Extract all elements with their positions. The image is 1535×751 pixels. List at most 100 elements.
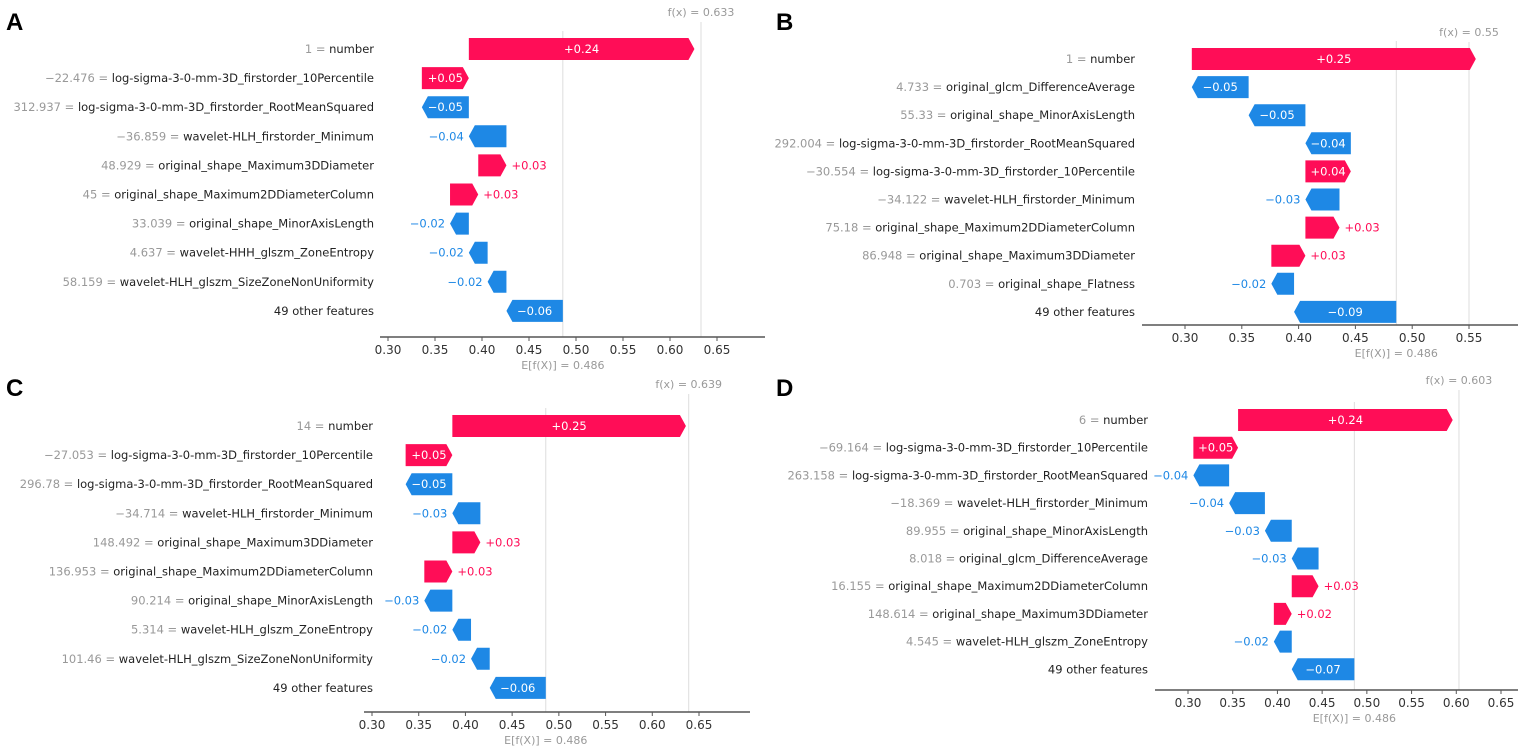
feature-value: 16.155 = (831, 579, 888, 593)
feature-name: original_shape_Flatness (998, 277, 1135, 291)
feature-value: 90.214 = (131, 594, 188, 608)
bar-negative (1305, 188, 1340, 211)
feature-label: 8.018 = original_glcm_DifferenceAverage (909, 552, 1148, 566)
x-tick-label: 0.40 (469, 343, 496, 357)
x-tick-label: 0.45 (499, 718, 526, 732)
bar-value-label: +0.03 (511, 158, 546, 172)
feature-name: 49 other features (1048, 662, 1148, 676)
bar-value-label: −0.06 (517, 304, 552, 318)
feature-label: −69.164 = log-sigma-3-0-mm-3D_firstorder… (819, 441, 1148, 455)
bar-negative (506, 299, 563, 322)
bar-value-label: +0.24 (564, 42, 599, 56)
feature-label: 4.637 = wavelet-HHH_glszm_ZoneEntropy (130, 246, 374, 260)
feature-value: 1 = (1066, 52, 1090, 66)
feature-value: −22.476 = (45, 71, 112, 85)
bar-value-label: +0.04 (1311, 164, 1346, 178)
x-tick-label: 0.30 (359, 718, 386, 732)
bar-positive (1273, 602, 1292, 625)
feature-value: 292.004 = (774, 136, 839, 150)
bar-positive (1193, 436, 1239, 459)
feature-label: 49 other features (273, 681, 373, 695)
feature-name: original_glcm_DifferenceAverage (946, 80, 1135, 94)
bar-value-label: +0.03 (485, 535, 520, 549)
feature-label: −22.476 = log-sigma-3-0-mm-3D_firstorder… (45, 71, 374, 85)
bar-negative (468, 241, 488, 264)
feature-name: original_shape_Maximum2DDiameterColumn (114, 188, 374, 202)
feature-value: 136.953 = (49, 565, 114, 579)
feature-value: 4.733 = (896, 80, 946, 94)
x-tick-label: 0.55 (592, 718, 619, 732)
bar-positive (424, 560, 453, 583)
feature-label: 0.703 = original_shape_Flatness (948, 277, 1135, 291)
feature-name: wavelet-HLH_glszm_SizeZoneNonUniformity (119, 652, 373, 666)
bar-negative (1271, 272, 1295, 295)
bar-value-label: −0.02 (1231, 277, 1266, 291)
bar-negative (1191, 76, 1249, 99)
bar-positive (478, 154, 507, 177)
feature-name: number (1103, 413, 1148, 427)
fx-label: f(x) = 0.55 (1439, 26, 1499, 39)
feature-name: original_shape_MinorAxisLength (188, 594, 373, 608)
bar-value-label: −0.04 (1153, 468, 1188, 482)
feature-value: −18.369 = (890, 496, 957, 510)
feature-label: 33.039 = original_shape_MinorAxisLength (132, 217, 374, 231)
feature-value: 33.039 = (132, 217, 189, 231)
feature-value: 1 = (305, 42, 329, 56)
x-tick-label: 0.60 (657, 343, 684, 357)
x-tick-label: 0.40 (452, 718, 479, 732)
feature-label: 1 = number (1066, 52, 1135, 66)
x-tick-label: 0.50 (545, 718, 572, 732)
expected-value-label: E[f(X)] = 0.486 (504, 734, 587, 747)
bar-value-label: +0.25 (1316, 52, 1351, 66)
panel-letter: A (6, 9, 23, 36)
bar-value-label: −0.02 (410, 217, 445, 231)
x-tick-label: 0.30 (375, 343, 402, 357)
bar-value-label: −0.05 (1259, 108, 1294, 122)
fx-label: f(x) = 0.603 (1426, 374, 1493, 387)
x-tick-label: 0.45 (516, 343, 543, 357)
feature-label: −34.714 = wavelet-HLH_firstorder_Minimum (115, 506, 373, 520)
feature-name: log-sigma-3-0-mm-3D_firstorder_10Percent… (112, 71, 374, 85)
feature-label: 312.937 = log-sigma-3-0-mm-3D_firstorder… (13, 100, 374, 114)
feature-name: wavelet-HLH_firstorder_Minimum (957, 496, 1148, 510)
feature-value: 148.492 = (93, 535, 158, 549)
bar-value-label: −0.06 (500, 681, 535, 695)
expected-value-label: E[f(X)] = 0.486 (1355, 347, 1438, 360)
feature-value: −36.859 = (116, 129, 183, 143)
feature-value: 55.33 = (900, 108, 950, 122)
feature-value: −34.714 = (115, 506, 182, 520)
feature-name: number (329, 42, 374, 56)
bar-negative (421, 96, 469, 119)
bar-positive (450, 183, 479, 206)
feature-label: 89.955 = original_shape_MinorAxisLength (906, 524, 1148, 538)
x-tick-label: 0.65 (686, 718, 713, 732)
bar-negative (1291, 658, 1355, 681)
x-tick-label: 0.55 (1398, 696, 1425, 710)
feature-name: original_shape_Maximum3DDiameter (158, 158, 374, 172)
feature-name: wavelet-HLH_firstorder_Minimum (182, 506, 373, 520)
feature-name: log-sigma-3-0-mm-3D_firstorder_10Percent… (111, 448, 373, 462)
feature-name: wavelet-HLH_glszm_ZoneEntropy (181, 623, 373, 637)
feature-name: original_shape_Maximum3DDiameter (932, 607, 1148, 621)
bar-negative (1305, 132, 1351, 155)
feature-value: 5.314 = (131, 623, 181, 637)
feature-label: −27.053 = log-sigma-3-0-mm-3D_firstorder… (44, 448, 373, 462)
x-tick-label: 0.40 (1285, 331, 1312, 345)
bar-value-label: −0.02 (1234, 635, 1269, 649)
x-tick-label: 0.50 (1353, 696, 1380, 710)
expected-value-label: E[f(X)] = 0.486 (1313, 712, 1396, 725)
x-tick-label: 0.35 (405, 718, 432, 732)
feature-label: −30.554 = log-sigma-3-0-mm-3D_firstorder… (806, 164, 1135, 178)
bar-positive (452, 415, 686, 437)
feature-name: log-sigma-3-0-mm-3D_firstorder_10Percent… (886, 441, 1148, 455)
bar-negative (424, 589, 453, 612)
feature-name: log-sigma-3-0-mm-3D_firstorder_10Percent… (873, 164, 1135, 178)
bar-value-label: −0.04 (1189, 496, 1224, 510)
feature-label: 49 other features (1035, 305, 1135, 319)
feature-value: 312.937 = (13, 100, 78, 114)
bar-positive (1305, 216, 1340, 239)
bar-positive (1238, 409, 1453, 431)
feature-label: 292.004 = log-sigma-3-0-mm-3D_firstorder… (774, 136, 1135, 150)
